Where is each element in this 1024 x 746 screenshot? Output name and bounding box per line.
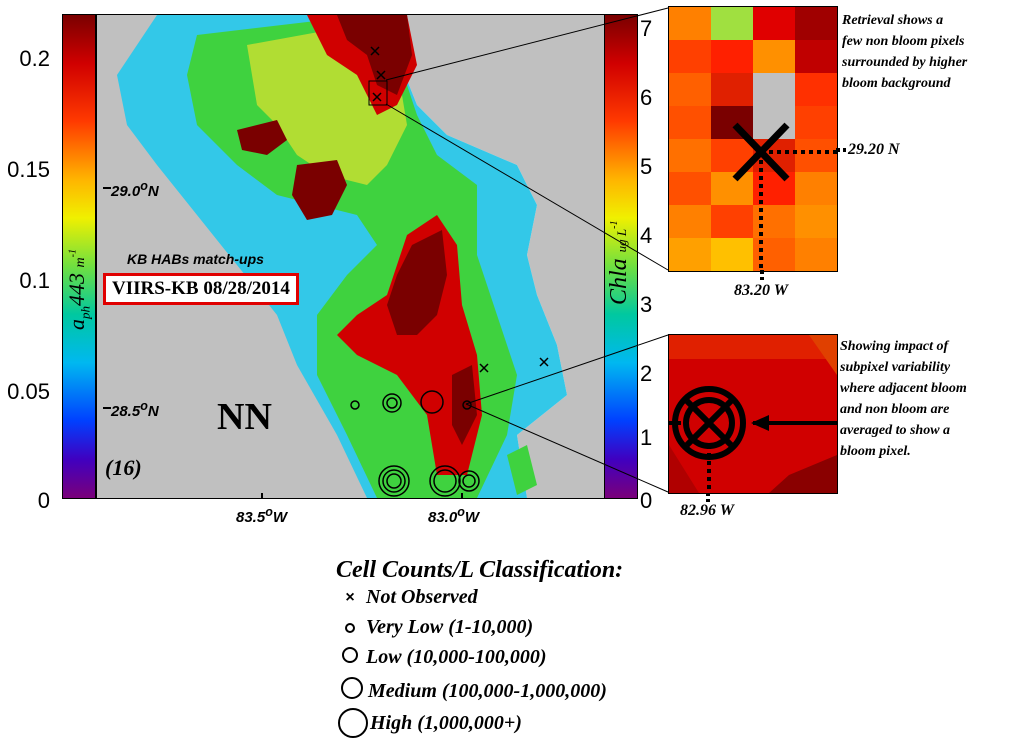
region-label: NN [217, 396, 272, 438]
pixel [711, 238, 753, 271]
pixel [795, 172, 837, 205]
right-tick-3: 3 [640, 292, 653, 317]
legend-item-very-low: Very Low (1-10,000) [340, 616, 533, 639]
inset-top-box [368, 80, 388, 106]
pixel [711, 205, 753, 238]
x-icon: × [345, 588, 355, 606]
bloom-dark-coast [452, 365, 477, 445]
pixel [795, 238, 837, 271]
inset-top-lon: 83.20 W [734, 282, 788, 299]
bloom-dark-north [337, 15, 412, 95]
inset-top-annotation: Retrieval shows a few non bloom pixels s… [842, 13, 968, 91]
x-marker [372, 92, 382, 102]
map-panel: 29.0oN 28.5oN KB HABs match-ups VIIRS-KB… [96, 14, 608, 499]
very-low-marker [462, 400, 472, 410]
x-marker [479, 363, 489, 373]
x-marker [539, 357, 549, 367]
right-tick-2: 2 [640, 361, 653, 386]
bloom-dark-center [292, 160, 347, 220]
pixel [795, 205, 837, 238]
inset-bottom-pixels [669, 335, 837, 493]
high-marker [378, 465, 410, 497]
legend-item-high: High (1,000,000+) [338, 708, 522, 738]
station-x-markers [370, 46, 549, 373]
map-title-box: VIIRS-KB 08/28/2014 [103, 273, 299, 305]
high-marker [433, 469, 457, 493]
map-title-small: KB HABs match-ups [127, 251, 264, 267]
left-tick-0: 0 [37, 488, 50, 513]
pixel [711, 40, 753, 73]
water-green-east [507, 445, 537, 495]
left-tick-01: 0.1 [19, 268, 50, 293]
legend-title: Cell Counts/L Classification: [336, 557, 624, 583]
inset-top-lat: 29.20 N [848, 141, 900, 158]
land-east [377, 15, 607, 498]
lon-label-830: 83.0oW [428, 505, 480, 526]
station-circle-markers [350, 390, 480, 497]
high-marker [386, 473, 402, 489]
bloom-dark-south [387, 230, 447, 335]
map-graphic [97, 15, 607, 498]
legend-item-medium: Medium (100,000-1,000,000) [340, 677, 607, 705]
inset-bottom-annotation: Showing impact of subpixel variability w… [840, 339, 967, 459]
legend-item-not-observed: × Not Observed [340, 586, 477, 609]
medium-marker [420, 390, 444, 414]
pixel [753, 7, 795, 40]
lon-label-835: 83.5oW [236, 505, 288, 526]
right-tick-0: 0 [640, 488, 653, 513]
pixel [669, 139, 711, 172]
medium-marker [458, 470, 480, 492]
low-circle-icon [342, 647, 358, 663]
pixel [669, 205, 711, 238]
high-marker [382, 469, 406, 493]
lat-label-29: 29.0oN [111, 179, 159, 200]
pixel [753, 40, 795, 73]
left-colorbar [62, 14, 96, 499]
x-marker [376, 70, 386, 80]
right-tick-7: 7 [640, 16, 653, 41]
very-low-marker [350, 400, 360, 410]
pixel [669, 106, 711, 139]
pixel [795, 40, 837, 73]
pixel [669, 73, 711, 106]
right-tick-6: 6 [640, 85, 653, 110]
big-x-marker [684, 398, 734, 448]
inset-bottom [668, 334, 838, 494]
right-tick-4: 4 [640, 223, 653, 248]
very-low-circle-icon [345, 623, 355, 633]
pixel [669, 40, 711, 73]
pixel [711, 172, 753, 205]
pixel [669, 238, 711, 271]
pixel [795, 7, 837, 40]
medium-marker [462, 474, 476, 488]
medium-circle-icon [341, 677, 363, 699]
inset-top [668, 6, 838, 272]
left-tick-005: 0.05 [7, 379, 50, 404]
inset-bottom-lon: 82.96 W [680, 502, 734, 519]
pixel [669, 172, 711, 205]
pixel [795, 139, 837, 172]
pixel [753, 73, 795, 106]
right-colorbar [604, 14, 638, 499]
low-marker [386, 397, 398, 409]
left-tick-015: 0.15 [7, 157, 50, 182]
inset-top-pixels [669, 7, 837, 271]
x-marker [370, 46, 380, 56]
pixel [711, 73, 753, 106]
pixel [711, 7, 753, 40]
right-tick-5: 5 [640, 154, 653, 179]
low-marker [382, 393, 402, 413]
high-marker [429, 465, 461, 497]
lat-label-285: 28.5oN [111, 399, 159, 420]
pixel [795, 73, 837, 106]
panel-number: (16) [105, 455, 142, 480]
pixel [795, 106, 837, 139]
high-circle-icon [338, 708, 368, 738]
right-tick-1: 1 [640, 425, 653, 450]
left-tick-02: 0.2 [19, 46, 50, 71]
bloom-dark-patch [237, 120, 287, 155]
pixel [669, 7, 711, 40]
legend-item-low: Low (10,000-100,000) [340, 646, 547, 669]
